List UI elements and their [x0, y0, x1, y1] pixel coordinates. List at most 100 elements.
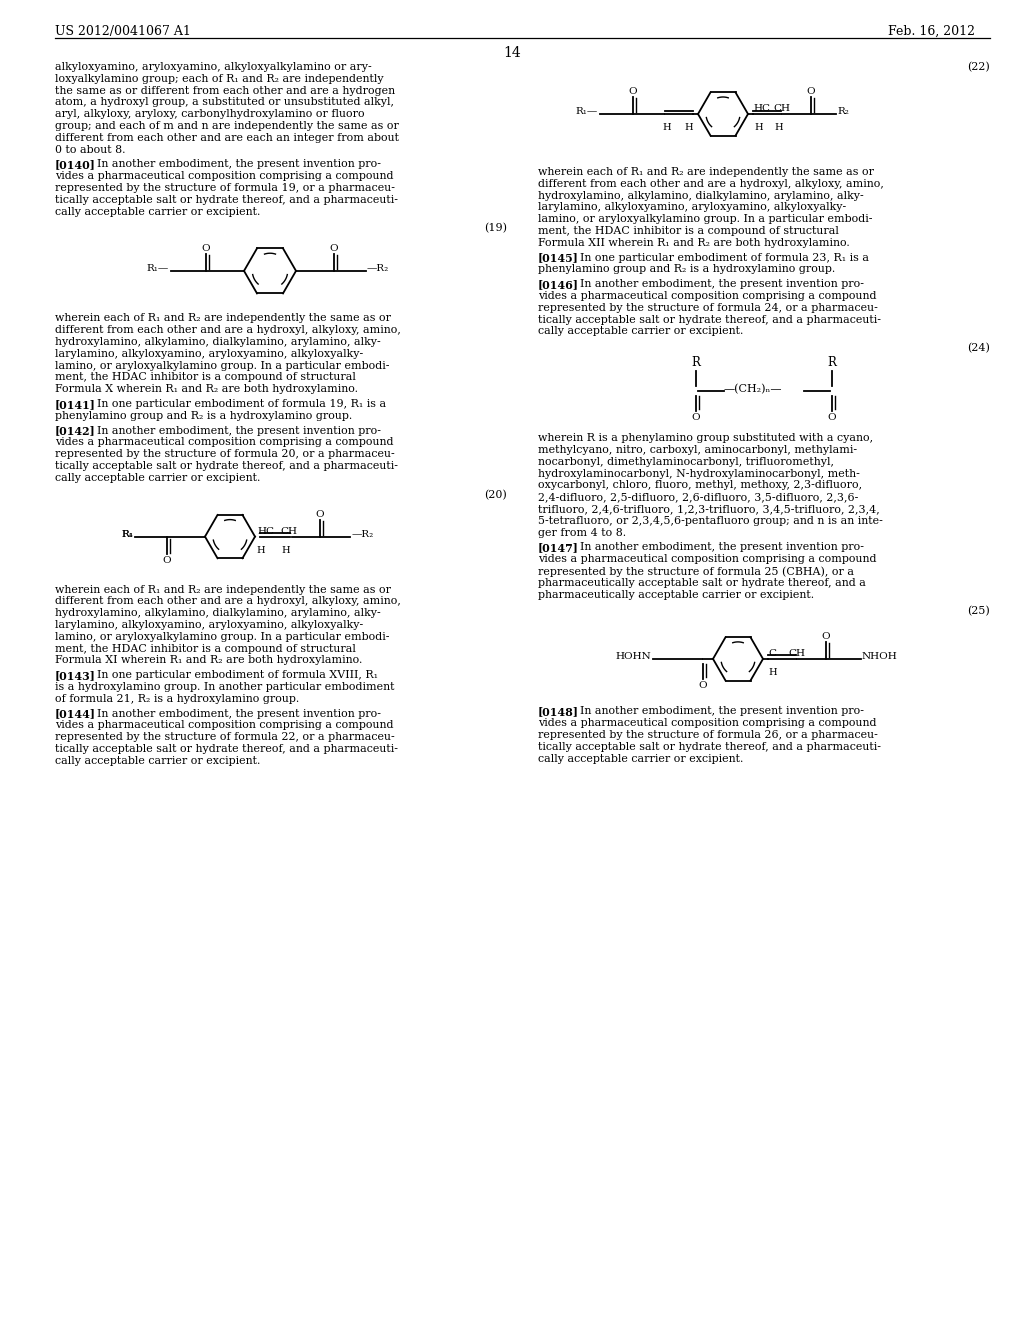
- Text: of formula 21, R₂ is a hydroxylamino group.: of formula 21, R₂ is a hydroxylamino gro…: [55, 694, 299, 704]
- Text: lamino, or aryloxyalkylamino group. In a particular embodi-: lamino, or aryloxyalkylamino group. In a…: [55, 360, 389, 371]
- Text: vides a pharmaceutical composition comprising a compound: vides a pharmaceutical composition compr…: [55, 172, 393, 181]
- Text: larylamino, alkyloxyamino, aryloxyamino, alkyloxyalky-: larylamino, alkyloxyamino, aryloxyamino,…: [55, 620, 364, 630]
- Text: cally acceptable carrier or excipient.: cally acceptable carrier or excipient.: [55, 207, 260, 216]
- Text: [0141]: [0141]: [55, 399, 96, 411]
- Text: cally acceptable carrier or excipient.: cally acceptable carrier or excipient.: [55, 473, 260, 483]
- Text: ment, the HDAC inhibitor is a compound of structural: ment, the HDAC inhibitor is a compound o…: [538, 226, 839, 236]
- Text: [0148]: [0148]: [538, 706, 579, 717]
- Text: (25): (25): [968, 606, 990, 616]
- Text: O: O: [821, 632, 830, 642]
- Text: larylamino, alkyloxyamino, aryloxyamino, alkyloxyalky-: larylamino, alkyloxyamino, aryloxyamino,…: [538, 202, 846, 213]
- Text: R₁—: R₁—: [146, 264, 169, 273]
- Text: ment, the HDAC inhibitor is a compound of structural: ment, the HDAC inhibitor is a compound o…: [55, 644, 356, 653]
- Text: O: O: [629, 87, 637, 96]
- Text: Formula XI wherein R₁ and R₂ are both hydroxylamino.: Formula XI wherein R₁ and R₂ are both hy…: [55, 656, 362, 665]
- Text: nocarbonyl, dimethylaminocarbonyl, trifluoromethyl,: nocarbonyl, dimethylaminocarbonyl, trifl…: [538, 457, 834, 467]
- Text: tically acceptable salt or hydrate thereof, and a pharmaceuti-: tically acceptable salt or hydrate there…: [55, 195, 398, 205]
- Text: phenylamino group and R₂ is a hydroxylamino group.: phenylamino group and R₂ is a hydroxylam…: [538, 264, 836, 275]
- Text: HC: HC: [753, 104, 770, 114]
- Text: 0 to about 8.: 0 to about 8.: [55, 145, 126, 154]
- Text: tically acceptable salt or hydrate thereof, and a pharmaceuti-: tically acceptable salt or hydrate there…: [538, 314, 881, 325]
- Text: O: O: [827, 413, 837, 421]
- Text: wherein R is a phenylamino group substituted with a cyano,: wherein R is a phenylamino group substit…: [538, 433, 873, 444]
- Text: Formula XII wherein R₁ and R₂ are both hydroxylamino.: Formula XII wherein R₁ and R₂ are both h…: [538, 238, 850, 248]
- Text: cally acceptable carrier or excipient.: cally acceptable carrier or excipient.: [55, 756, 260, 766]
- Text: In another embodiment, the present invention pro-: In another embodiment, the present inven…: [580, 706, 864, 717]
- Text: represented by the structure of formula 24, or a pharmaceu-: represented by the structure of formula …: [538, 302, 878, 313]
- Text: hydroxylaminocarbonyl, N-hydroxylaminocarbonyl, meth-: hydroxylaminocarbonyl, N-hydroxylaminoca…: [538, 469, 860, 479]
- Text: atom, a hydroxyl group, a substituted or unsubstituted alkyl,: atom, a hydroxyl group, a substituted or…: [55, 98, 394, 107]
- Text: wherein each of R₁ and R₂ are independently the same as or: wherein each of R₁ and R₂ are independen…: [538, 168, 874, 177]
- Text: hydroxylamino, alkylamino, dialkylamino, arylamino, alky-: hydroxylamino, alkylamino, dialkylamino,…: [55, 337, 381, 347]
- Text: [0145]: [0145]: [538, 252, 579, 264]
- Text: aryl, alkyloxy, aryloxy, carbonylhydroxylamino or fluoro: aryl, alkyloxy, aryloxy, carbonylhydroxy…: [55, 110, 365, 119]
- Text: (22): (22): [968, 62, 990, 73]
- Text: phenylamino group and R₂ is a hydroxylamino group.: phenylamino group and R₂ is a hydroxylam…: [55, 411, 352, 421]
- Text: represented by the structure of formula 20, or a pharmaceu-: represented by the structure of formula …: [55, 449, 394, 459]
- Text: [0142]: [0142]: [55, 425, 96, 437]
- Text: lamino, or aryloxyalkylamino group. In a particular embodi-: lamino, or aryloxyalkylamino group. In a…: [55, 632, 389, 642]
- Text: O: O: [691, 413, 700, 421]
- Text: oxycarbonyl, chloro, fluoro, methyl, methoxy, 2,3-difluoro,: oxycarbonyl, chloro, fluoro, methyl, met…: [538, 480, 862, 491]
- Text: hydroxylamino, alkylamino, dialkylamino, arylamino, alky-: hydroxylamino, alkylamino, dialkylamino,…: [538, 190, 864, 201]
- Text: trifluoro, 2,4,6-trifluoro, 1,2,3-trifluoro, 3,4,5-trifluoro, 2,3,4,: trifluoro, 2,4,6-trifluoro, 1,2,3-triflu…: [538, 504, 880, 513]
- Text: different from each other and are a hydroxyl, alkyloxy, amino,: different from each other and are a hydr…: [55, 597, 400, 606]
- Text: HOHN: HOHN: [615, 652, 651, 661]
- Text: H: H: [282, 545, 291, 554]
- Text: Feb. 16, 2012: Feb. 16, 2012: [888, 25, 975, 38]
- Text: HC: HC: [257, 527, 274, 536]
- Text: C: C: [768, 649, 776, 657]
- Text: wherein each of R₁ and R₂ are independently the same as or: wherein each of R₁ and R₂ are independen…: [55, 313, 391, 323]
- Text: R: R: [691, 355, 700, 368]
- Text: H: H: [685, 123, 693, 132]
- Text: is a hydroxylamino group. In another particular embodiment: is a hydroxylamino group. In another par…: [55, 682, 394, 692]
- Text: CH: CH: [788, 649, 805, 657]
- Text: loxyalkylamino group; each of R₁ and R₂ are independently: loxyalkylamino group; each of R₁ and R₂ …: [55, 74, 384, 83]
- Text: 5-tetrafluoro, or 2,3,4,5,6-pentafluoro group; and n is an inte-: 5-tetrafluoro, or 2,3,4,5,6-pentafluoro …: [538, 516, 883, 525]
- Text: In one particular embodiment of formula XVIII, R₁: In one particular embodiment of formula …: [97, 671, 378, 680]
- Text: different from each other and are each an integer from about: different from each other and are each a…: [55, 133, 399, 143]
- Text: vides a pharmaceutical composition comprising a compound: vides a pharmaceutical composition compr…: [55, 437, 393, 447]
- Text: larylamino, alkyloxyamino, aryloxyamino, alkyloxyalky-: larylamino, alkyloxyamino, aryloxyamino,…: [55, 348, 364, 359]
- Text: different from each other and are a hydroxyl, alkyloxy, amino,: different from each other and are a hydr…: [55, 325, 400, 335]
- Text: O: O: [807, 87, 815, 96]
- Text: In another embodiment, the present invention pro-: In another embodiment, the present inven…: [97, 425, 381, 436]
- Text: H: H: [754, 123, 763, 132]
- Text: NHOH: NHOH: [862, 652, 898, 661]
- Text: H: H: [768, 668, 776, 677]
- Text: In another embodiment, the present invention pro-: In another embodiment, the present inven…: [580, 543, 864, 552]
- Text: 2,4-difluoro, 2,5-difluoro, 2,6-difluoro, 3,5-difluoro, 2,3,6-: 2,4-difluoro, 2,5-difluoro, 2,6-difluoro…: [538, 492, 858, 502]
- Text: In one particular embodiment of formula 19, R₁ is a: In one particular embodiment of formula …: [97, 399, 386, 409]
- Text: 14: 14: [503, 46, 521, 59]
- Text: different from each other and are a hydroxyl, alkyloxy, amino,: different from each other and are a hydr…: [538, 178, 884, 189]
- Text: [0146]: [0146]: [538, 280, 579, 290]
- Text: ger from 4 to 8.: ger from 4 to 8.: [538, 528, 626, 537]
- Text: alkyloxyamino, aryloxyamino, alkyloxyalkylamino or ary-: alkyloxyamino, aryloxyamino, alkyloxyalk…: [55, 62, 372, 73]
- Text: CH: CH: [773, 104, 790, 114]
- Text: vides a pharmaceutical composition comprising a compound: vides a pharmaceutical composition compr…: [538, 554, 877, 564]
- Text: R₁: R₁: [121, 531, 133, 539]
- Text: lamino, or aryloxyalkylamino group. In a particular embodi-: lamino, or aryloxyalkylamino group. In a…: [538, 214, 872, 224]
- Text: —R₂: —R₂: [367, 264, 389, 273]
- Text: O: O: [330, 244, 338, 253]
- Text: O: O: [163, 556, 171, 565]
- Text: R₂: R₂: [837, 107, 849, 116]
- Text: O: O: [202, 244, 210, 253]
- Text: tically acceptable salt or hydrate thereof, and a pharmaceuti-: tically acceptable salt or hydrate there…: [55, 461, 398, 471]
- Text: vides a pharmaceutical composition comprising a compound: vides a pharmaceutical composition compr…: [538, 718, 877, 729]
- Text: CH: CH: [280, 527, 297, 536]
- Text: hydroxylamino, alkylamino, dialkylamino, arylamino, alky-: hydroxylamino, alkylamino, dialkylamino,…: [55, 609, 381, 618]
- Text: wherein each of R₁ and R₂ are independently the same as or: wherein each of R₁ and R₂ are independen…: [55, 585, 391, 594]
- Text: H: H: [256, 545, 264, 554]
- Text: In one particular embodiment of formula 23, R₁ is a: In one particular embodiment of formula …: [580, 252, 869, 263]
- Text: cally acceptable carrier or excipient.: cally acceptable carrier or excipient.: [538, 754, 743, 763]
- Text: H: H: [775, 123, 783, 132]
- Text: vides a pharmaceutical composition comprising a compound: vides a pharmaceutical composition compr…: [55, 721, 393, 730]
- Text: In another embodiment, the present invention pro-: In another embodiment, the present inven…: [97, 160, 381, 169]
- Text: US 2012/0041067 A1: US 2012/0041067 A1: [55, 25, 190, 38]
- Text: [0143]: [0143]: [55, 671, 96, 681]
- Text: In another embodiment, the present invention pro-: In another embodiment, the present inven…: [97, 709, 381, 718]
- Text: ment, the HDAC inhibitor is a compound of structural: ment, the HDAC inhibitor is a compound o…: [55, 372, 356, 383]
- Text: (19): (19): [484, 223, 507, 234]
- Text: Formula X wherein R₁ and R₂ are both hydroxylamino.: Formula X wherein R₁ and R₂ are both hyd…: [55, 384, 358, 395]
